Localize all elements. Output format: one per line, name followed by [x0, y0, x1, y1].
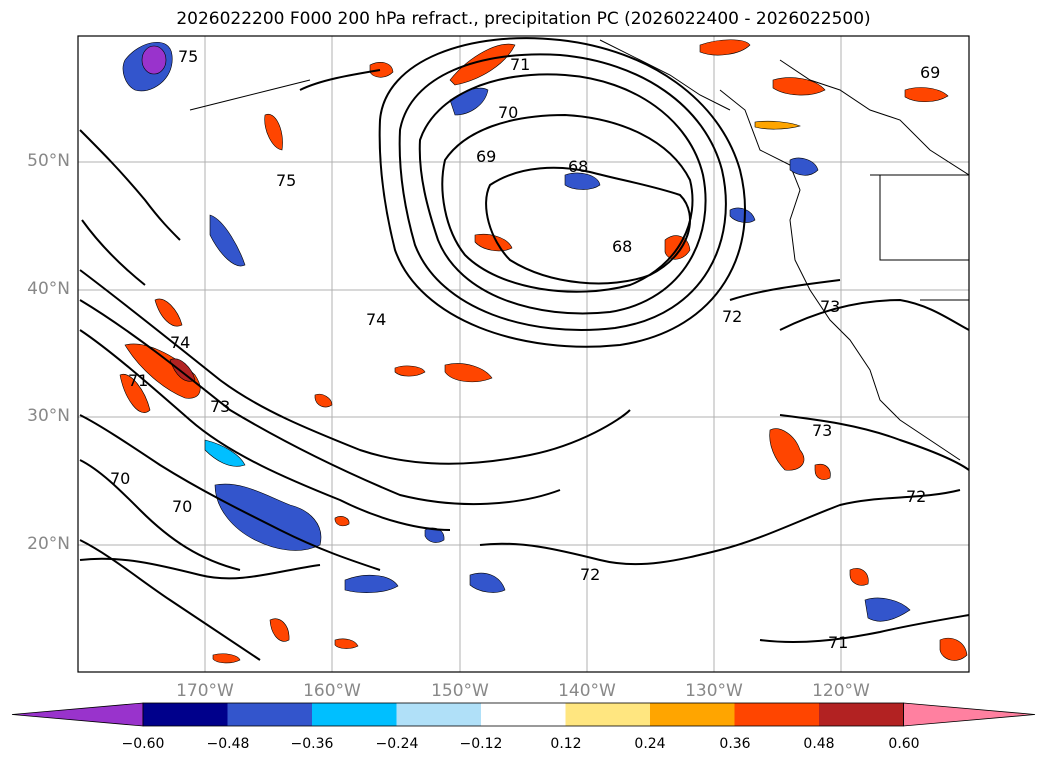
contour-label: 72 [722, 307, 742, 326]
lat-label: 20°N [27, 534, 70, 554]
precip-warm [119, 39, 968, 664]
contour-label: 71 [128, 371, 148, 390]
colorbar-tick: −0.36 [290, 736, 334, 752]
contour-label: 73 [210, 397, 230, 416]
lat-label: 30°N [27, 406, 70, 426]
colorbar-tick: −0.48 [206, 736, 250, 752]
contour-label: 73 [812, 421, 832, 440]
lon-label: 150°W [431, 681, 489, 701]
contour-label: 73 [820, 297, 840, 316]
colorbar-tick: 0.60 [888, 736, 920, 752]
map-title: 2026022200 F000 200 hPa refract., precip… [176, 9, 871, 29]
colorbar-tick: 0.24 [634, 736, 666, 752]
lon-label: 140°W [558, 681, 616, 701]
contour-label: 70 [110, 469, 130, 488]
contour-label: 75 [178, 47, 198, 66]
contour-label: 70 [172, 497, 192, 516]
colorbar-tick: 0.48 [803, 736, 835, 752]
lon-label: 130°W [685, 681, 743, 701]
contour-label: 74 [170, 333, 190, 352]
contour-label: 72 [906, 487, 926, 506]
lon-label: 120°W [812, 681, 870, 701]
precip-blue [122, 41, 911, 622]
lon-label: 170°W [176, 681, 234, 701]
contour-label: 72 [580, 565, 600, 584]
contour-label: 69 [920, 63, 940, 82]
map-frame [77, 35, 970, 673]
colorbar-tick: 0.36 [719, 736, 751, 752]
coastlines [189, 39, 969, 461]
colorbar-tick: −0.12 [459, 736, 503, 752]
colorbar-tick: −0.24 [375, 736, 419, 752]
contour-label-group: 75 71 69 70 69 68 68 72 73 75 74 74 71 7… [110, 47, 940, 652]
lon-label: 160°W [303, 681, 361, 701]
contour-label: 70 [498, 103, 518, 122]
contour-label: 68 [568, 157, 588, 176]
contour-label: 74 [366, 310, 386, 329]
lat-label: 50°N [27, 151, 70, 171]
contour-label: 68 [612, 237, 632, 256]
refractivity-contours [79, 37, 969, 661]
contour-label: 71 [510, 55, 530, 74]
lat-label: 40°N [27, 279, 70, 299]
contour-label: 75 [276, 171, 296, 190]
contour-label: 69 [476, 147, 496, 166]
colorbar-tick: 0.12 [550, 736, 582, 752]
colorbar-tick: −0.60 [121, 736, 165, 752]
contour-label: 71 [828, 633, 848, 652]
